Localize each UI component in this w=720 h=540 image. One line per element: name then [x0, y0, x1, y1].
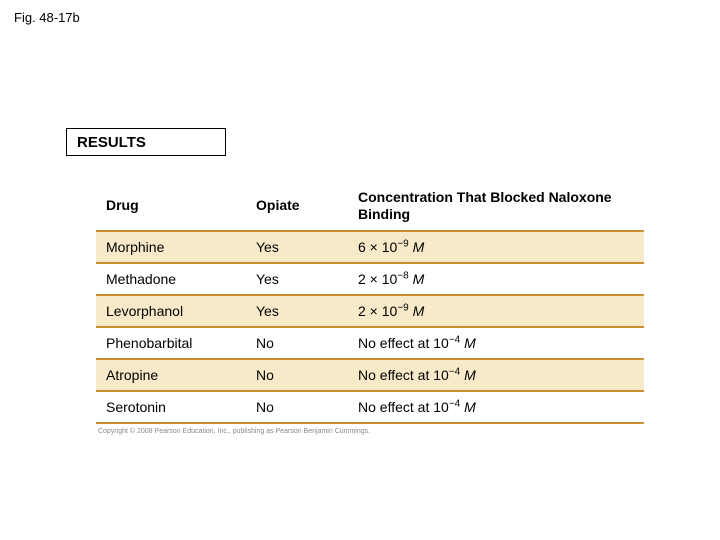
cell-drug: Phenobarbital	[96, 327, 246, 359]
cell-concentration: No effect at 10−4 M	[348, 327, 644, 359]
table-header-row: Drug Opiate Concentration That Blocked N…	[96, 182, 644, 231]
cell-concentration: No effect at 10−4 M	[348, 391, 644, 423]
cell-drug: Methadone	[96, 263, 246, 295]
cell-drug: Serotonin	[96, 391, 246, 423]
cell-opiate: Yes	[246, 231, 348, 263]
page: Fig. 48-17b RESULTS Drug Opiate Concentr…	[0, 0, 720, 540]
cell-opiate: No	[246, 359, 348, 391]
cell-opiate: No	[246, 391, 348, 423]
table-row: AtropineNoNo effect at 10−4 M	[96, 359, 644, 391]
col-header-opiate: Opiate	[246, 182, 348, 231]
cell-concentration: No effect at 10−4 M	[348, 359, 644, 391]
cell-concentration: 6 × 10−9 M	[348, 231, 644, 263]
table-row: MorphineYes6 × 10−9 M	[96, 231, 644, 263]
results-table: Drug Opiate Concentration That Blocked N…	[96, 182, 644, 424]
cell-drug: Atropine	[96, 359, 246, 391]
results-table-container: Drug Opiate Concentration That Blocked N…	[96, 182, 644, 435]
col-header-conc: Concentration That Blocked Naloxone Bind…	[348, 182, 644, 231]
table-row: SerotoninNoNo effect at 10−4 M	[96, 391, 644, 423]
cell-concentration: 2 × 10−8 M	[348, 263, 644, 295]
cell-opiate: Yes	[246, 263, 348, 295]
cell-opiate: Yes	[246, 295, 348, 327]
cell-opiate: No	[246, 327, 348, 359]
table-row: PhenobarbitalNoNo effect at 10−4 M	[96, 327, 644, 359]
table-row: LevorphanolYes2 × 10−9 M	[96, 295, 644, 327]
results-heading: RESULTS	[66, 128, 226, 156]
table-row: MethadoneYes2 × 10−8 M	[96, 263, 644, 295]
col-header-drug: Drug	[96, 182, 246, 231]
copyright-text: Copyright © 2008 Pearson Education, Inc.…	[98, 428, 644, 435]
cell-concentration: 2 × 10−9 M	[348, 295, 644, 327]
cell-drug: Levorphanol	[96, 295, 246, 327]
figure-label: Fig. 48-17b	[14, 10, 80, 25]
cell-drug: Morphine	[96, 231, 246, 263]
